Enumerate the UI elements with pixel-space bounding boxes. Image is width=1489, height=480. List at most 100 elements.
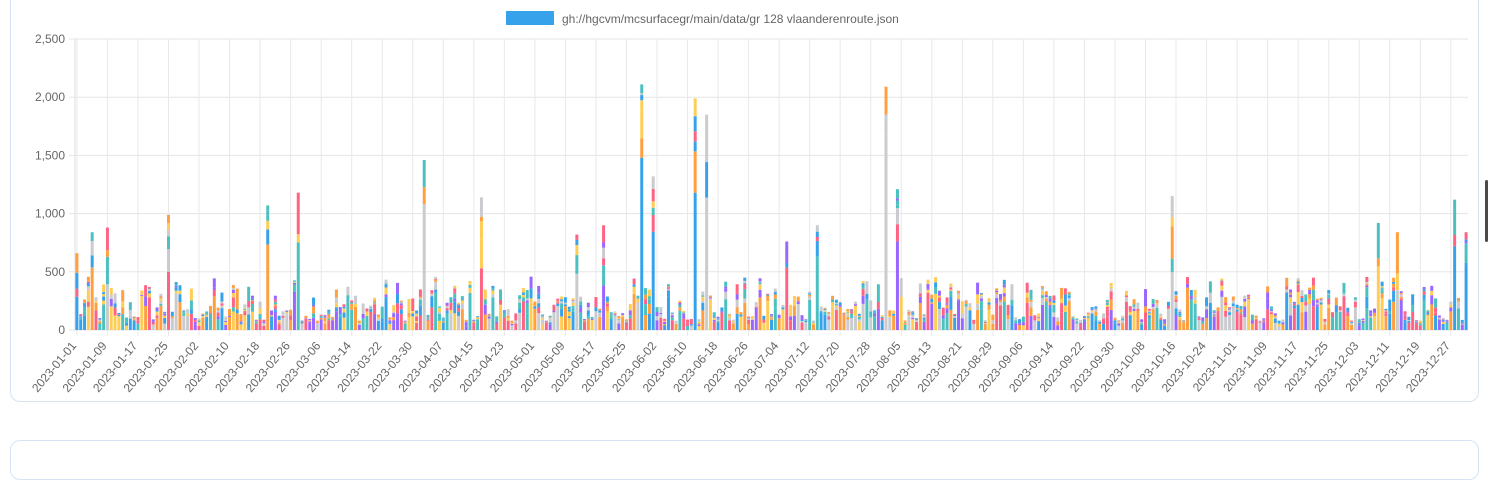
bar-segment[interactable] — [1189, 295, 1193, 300]
bar-segment[interactable] — [445, 306, 449, 309]
bar-segment[interactable] — [105, 227, 109, 251]
bar-segment[interactable] — [1254, 319, 1258, 330]
bar-segment[interactable] — [346, 302, 350, 330]
bar-segment[interactable] — [770, 319, 773, 330]
bar-segment[interactable] — [1422, 291, 1426, 295]
bar-segment[interactable] — [113, 315, 117, 330]
bar-segment[interactable] — [1090, 311, 1094, 313]
bar-segment[interactable] — [388, 320, 392, 323]
bar-segment[interactable] — [613, 312, 617, 314]
bar-segment[interactable] — [1071, 316, 1075, 318]
bar-segment[interactable] — [434, 281, 438, 285]
bar-segment[interactable] — [1098, 322, 1102, 324]
bar-segment[interactable] — [1285, 292, 1289, 330]
bar-segment[interactable] — [647, 299, 651, 304]
bar-segment[interactable] — [735, 294, 739, 300]
bar-segment[interactable] — [922, 321, 926, 330]
bar-segment[interactable] — [1105, 302, 1109, 306]
bar-segment[interactable] — [262, 323, 266, 326]
bar-segment[interactable] — [1082, 316, 1086, 317]
bar-segment[interactable] — [808, 294, 812, 297]
bar-segment[interactable] — [1292, 303, 1296, 306]
bar-segment[interactable] — [1212, 310, 1216, 312]
bar-segment[interactable] — [182, 315, 186, 330]
bar-segment[interactable] — [621, 314, 625, 316]
bar-segment[interactable] — [407, 299, 411, 307]
bar-segment[interactable] — [1105, 316, 1109, 330]
bar-segment[interactable] — [674, 322, 678, 324]
bar-segment[interactable] — [495, 323, 499, 330]
bar-segment[interactable] — [1346, 312, 1350, 316]
bar-segment[interactable] — [1357, 323, 1361, 326]
bar-segment[interactable] — [300, 322, 304, 324]
bar-segment[interactable] — [1311, 300, 1315, 307]
bar-segment[interactable] — [201, 314, 205, 317]
bar-segment[interactable] — [243, 315, 247, 330]
bar-segment[interactable] — [441, 319, 445, 321]
bar-segment[interactable] — [281, 315, 285, 318]
bar-segment[interactable] — [808, 291, 812, 294]
bar-segment[interactable] — [861, 281, 865, 283]
bar-segment[interactable] — [1071, 316, 1075, 318]
bar-segment[interactable] — [510, 325, 514, 330]
bar-segment[interactable] — [224, 324, 228, 330]
bar-segment[interactable] — [575, 255, 579, 274]
bar-segment[interactable] — [1136, 308, 1140, 311]
bar-segment[interactable] — [163, 311, 167, 313]
bar-segment[interactable] — [1296, 278, 1300, 281]
bar-segment[interactable] — [334, 297, 338, 300]
bar-segment[interactable] — [529, 276, 533, 289]
bar-segment[interactable] — [651, 215, 655, 232]
bar-segment[interactable] — [1235, 308, 1239, 310]
bar-segment[interactable] — [144, 296, 148, 306]
bar-segment[interactable] — [247, 314, 251, 330]
bar-segment[interactable] — [312, 317, 316, 330]
bar-segment[interactable] — [1193, 297, 1197, 300]
bar-segment[interactable] — [617, 316, 621, 318]
bar-segment[interactable] — [483, 299, 487, 305]
bar-segment[interactable] — [518, 299, 522, 303]
bar-segment[interactable] — [796, 296, 800, 302]
bar-segment[interactable] — [327, 313, 331, 315]
bar-segment[interactable] — [953, 313, 957, 316]
bar-segment[interactable] — [159, 297, 163, 301]
bar-segment[interactable] — [292, 286, 296, 292]
bar-segment[interactable] — [167, 236, 170, 250]
bar-segment[interactable] — [155, 311, 159, 316]
bar-segment[interactable] — [327, 314, 331, 319]
bar-segment[interactable] — [842, 316, 846, 330]
bar-segment[interactable] — [605, 306, 609, 312]
bar-segment[interactable] — [453, 285, 457, 289]
bar-segment[interactable] — [1441, 323, 1445, 330]
bar-segment[interactable] — [422, 160, 426, 188]
bar-segment[interactable] — [1243, 317, 1247, 330]
bar-segment[interactable] — [934, 304, 938, 330]
bar-segment[interactable] — [132, 317, 136, 318]
bar-segment[interactable] — [613, 312, 617, 313]
bar-segment[interactable] — [1308, 298, 1312, 305]
bar-segment[interactable] — [1227, 308, 1231, 310]
bar-segment[interactable] — [571, 301, 575, 303]
bar-segment[interactable] — [1296, 285, 1300, 293]
bar-segment[interactable] — [1178, 312, 1182, 314]
bar-segment[interactable] — [1151, 309, 1155, 330]
bar-segment[interactable] — [1426, 312, 1430, 313]
bar-segment[interactable] — [506, 318, 510, 321]
bar-segment[interactable] — [182, 313, 186, 316]
bar-segment[interactable] — [922, 316, 926, 318]
bar-segment[interactable] — [766, 296, 770, 298]
bar-segment[interactable] — [926, 279, 930, 285]
bar-segment[interactable] — [254, 320, 258, 321]
bar-segment[interactable] — [170, 318, 174, 330]
bar-segment[interactable] — [1376, 258, 1380, 267]
bar-segment[interactable] — [281, 317, 285, 330]
bar-segment[interactable] — [850, 309, 854, 310]
bar-segment[interactable] — [983, 320, 987, 322]
bar-segment[interactable] — [937, 295, 941, 298]
bar-segment[interactable] — [1262, 322, 1266, 330]
bar-segment[interactable] — [834, 305, 838, 307]
bar-segment[interactable] — [598, 317, 602, 330]
bar-segment[interactable] — [644, 315, 648, 330]
bar-segment[interactable] — [663, 318, 667, 321]
bar-segment[interactable] — [617, 318, 621, 320]
